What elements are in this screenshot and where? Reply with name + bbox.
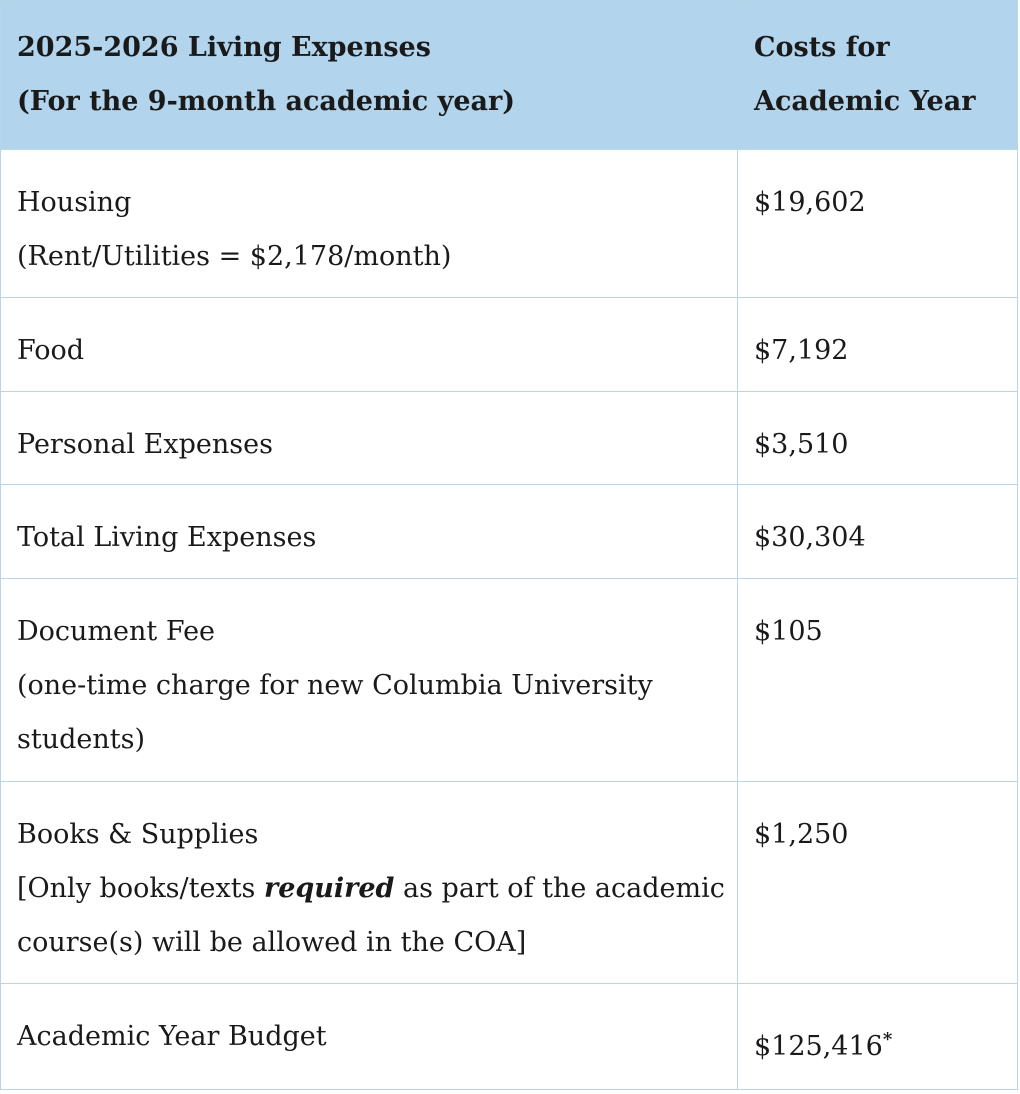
header-expenses-subtitle: (For the 9-month academic year) [17, 86, 515, 117]
table-row-food: Food $7,192 [0, 297, 1018, 392]
books-supplies-value: $1,250 [737, 781, 1018, 984]
total-living-expenses-label: Total Living Expenses [0, 484, 738, 579]
table-row-housing: Housing (Rent/Utilities = $2,178/month) … [0, 149, 1018, 298]
academic-year-budget-label: Academic Year Budget [0, 983, 738, 1090]
header-expenses-title: 2025-2026 Living Expenses [17, 32, 431, 63]
academic-year-budget-cell: $125,416* [737, 983, 1018, 1090]
academic-year-budget-value: $125,416 [754, 1031, 883, 1062]
books-note-pre: [Only books/texts [17, 873, 264, 904]
header-row: 2025-2026 Living Expenses (For the 9-mon… [0, 0, 1018, 150]
header-costs-cell: Costs for Academic Year [737, 0, 1018, 150]
books-supplies-note-line2: course(s) will be allowed in the COA] [17, 927, 527, 958]
table-body: Housing (Rent/Utilities = $2,178/month) … [0, 149, 1018, 1090]
document-fee-note-line1: (one-time charge for new Columbia Univer… [17, 670, 653, 701]
header-costs-line2: Academic Year [754, 86, 976, 117]
table-row-academic-year-budget: Academic Year Budget $125,416* [0, 983, 1018, 1090]
table-header: 2025-2026 Living Expenses (For the 9-mon… [0, 0, 1018, 150]
housing-note: (Rent/Utilities = $2,178/month) [17, 241, 452, 272]
table-row-personal-expenses: Personal Expenses $3,510 [0, 391, 1018, 485]
books-note-post: as part of the academic [394, 873, 725, 904]
table-row-books-supplies: Books & Supplies [Only books/texts requi… [0, 781, 1018, 984]
document-fee-label: Document Fee [17, 616, 216, 647]
header-expenses-cell: 2025-2026 Living Expenses (For the 9-mon… [0, 0, 738, 150]
books-supplies-label: Books & Supplies [17, 819, 259, 850]
table-row-document-fee: Document Fee (one-time charge for new Co… [0, 578, 1018, 782]
table-row-total-living-expenses: Total Living Expenses $30,304 [0, 484, 1018, 579]
books-supplies-label-cell: Books & Supplies [Only books/texts requi… [0, 781, 738, 984]
housing-label: Housing [17, 187, 132, 218]
footnote-asterisk: * [882, 1029, 893, 1050]
housing-value: $19,602 [737, 149, 1018, 298]
food-label: Food [0, 297, 738, 392]
document-fee-label-cell: Document Fee (one-time charge for new Co… [0, 578, 738, 782]
food-value: $7,192 [737, 297, 1018, 392]
document-fee-note-line2: students) [17, 724, 145, 755]
personal-expenses-label: Personal Expenses [0, 391, 738, 485]
books-note-required: required [263, 873, 395, 904]
personal-expenses-value: $3,510 [737, 391, 1018, 485]
document-fee-value: $105 [737, 578, 1018, 782]
total-living-expenses-value: $30,304 [737, 484, 1018, 579]
books-supplies-note-line1: [Only books/texts required as part of th… [17, 862, 737, 916]
housing-label-cell: Housing (Rent/Utilities = $2,178/month) [0, 149, 738, 298]
header-costs-line1: Costs for [754, 32, 890, 63]
